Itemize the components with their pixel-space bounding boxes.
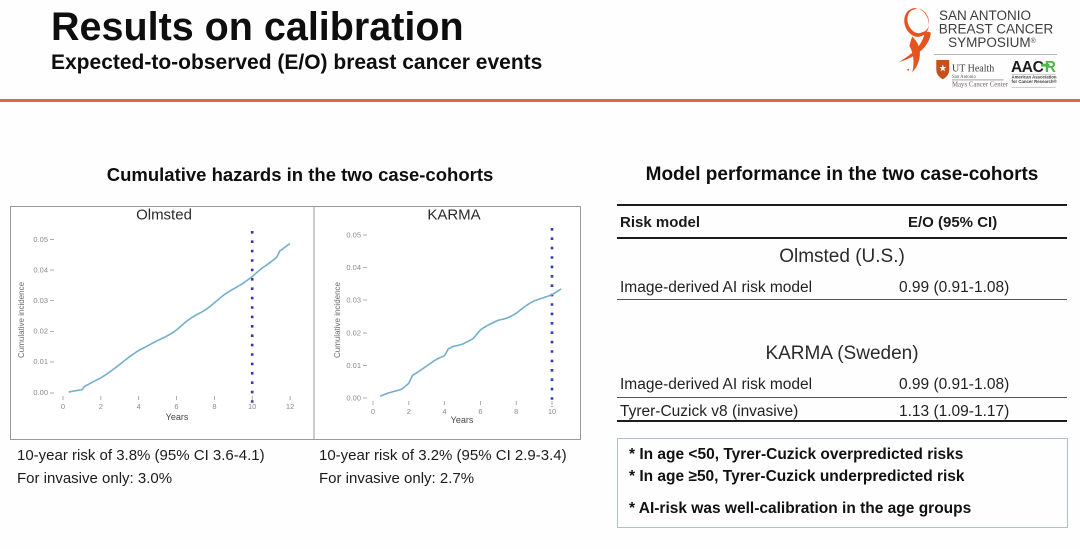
svg-text:UT Health: UT Health (952, 64, 994, 75)
svg-text:0.04: 0.04 (33, 266, 48, 275)
svg-text:American Association: American Association (1012, 75, 1057, 80)
svg-text:SAN ANTONIO: SAN ANTONIO (939, 8, 1031, 23)
svg-text:8: 8 (514, 407, 518, 416)
svg-text:San Antonio: San Antonio (952, 75, 976, 80)
svg-text:0.05: 0.05 (346, 231, 361, 240)
svg-text:0.00: 0.00 (346, 394, 361, 403)
svg-text:KARMA: KARMA (427, 207, 480, 224)
svg-text:0.03: 0.03 (33, 296, 48, 305)
svg-text:Olmsted: Olmsted (136, 207, 192, 224)
svg-text:SYMPOSIUM®: SYMPOSIUM® (948, 35, 1037, 50)
svg-text:BREAST CANCER: BREAST CANCER (939, 22, 1054, 37)
svg-text:Mays Cancer Center: Mays Cancer Center (952, 81, 1009, 88)
svg-text:0: 0 (371, 407, 375, 416)
svg-text:6: 6 (174, 402, 178, 411)
svg-text:4: 4 (443, 407, 447, 416)
svg-text:0: 0 (61, 402, 65, 411)
svg-text:Cumulative incidence: Cumulative incidence (17, 281, 26, 358)
svg-text:AAC: AAC (1011, 59, 1044, 76)
svg-text:0.03: 0.03 (346, 296, 361, 305)
svg-text:6: 6 (478, 407, 482, 416)
svg-text:0.04: 0.04 (346, 263, 361, 272)
svg-text:2: 2 (99, 402, 103, 411)
svg-text:0.02: 0.02 (346, 329, 361, 338)
svg-text:12: 12 (286, 402, 294, 411)
svg-text:R: R (1045, 59, 1056, 76)
svg-text:8: 8 (212, 402, 216, 411)
svg-text:0.01: 0.01 (346, 361, 361, 370)
svg-text:0.02: 0.02 (33, 327, 48, 336)
svg-text:2: 2 (407, 407, 411, 416)
svg-text:Years: Years (166, 412, 189, 422)
svg-text:4: 4 (137, 402, 141, 411)
svg-text:0.00: 0.00 (33, 388, 48, 397)
svg-text:10: 10 (548, 407, 556, 416)
svg-text:10: 10 (248, 402, 256, 411)
svg-text:Years: Years (451, 415, 474, 425)
svg-text:0.01: 0.01 (33, 357, 48, 366)
svg-text:Cumulative incidence: Cumulative incidence (333, 281, 342, 358)
svg-text:0.05: 0.05 (33, 235, 48, 244)
svg-text:for Cancer Research®: for Cancer Research® (1012, 79, 1058, 84)
